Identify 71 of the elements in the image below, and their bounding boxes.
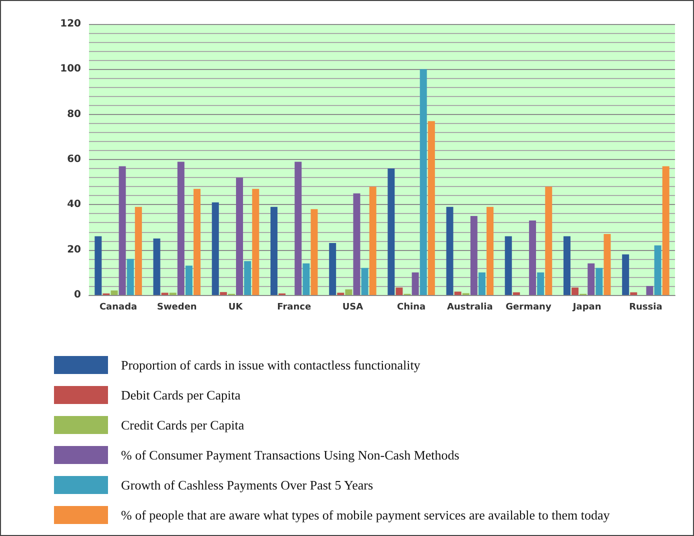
y-tick-label: 100 [60, 64, 82, 75]
legend-label: Proportion of cards in issue with contactless functionality [121, 358, 421, 372]
legend-label: % of people that are aware what types of mobile payment services are available to them today [121, 508, 610, 522]
bar [212, 202, 219, 295]
bar [236, 178, 244, 295]
bar [572, 288, 579, 295]
x-tick-label: UK [228, 302, 244, 312]
bar [396, 288, 403, 295]
bar [270, 206, 278, 295]
bar [512, 292, 520, 295]
legend-label: Growth of Cashless Payments Over Past 5 Years [121, 478, 374, 492]
bar [118, 166, 126, 295]
bar [302, 263, 310, 295]
bar [185, 266, 192, 295]
bar [353, 193, 360, 295]
y-tick-label: 80 [67, 108, 82, 120]
bar [545, 186, 552, 295]
bar [622, 254, 630, 295]
x-tick-label: USA [342, 302, 364, 312]
bar [630, 292, 638, 295]
bar [220, 292, 227, 295]
bar [428, 121, 435, 295]
bar [388, 168, 395, 295]
bar [454, 292, 462, 295]
bar [369, 186, 376, 295]
bar [310, 209, 318, 295]
bar [446, 206, 454, 295]
bar [94, 236, 102, 295]
bar [110, 290, 118, 295]
bar [134, 206, 142, 295]
bar [654, 245, 662, 295]
bar [361, 268, 368, 295]
bar [529, 220, 536, 295]
y-tick-label: 20 [67, 244, 82, 256]
y-tick-label: 120 [60, 18, 82, 30]
y-tick-label: 60 [67, 154, 82, 165]
x-tick-label: Canada [99, 302, 138, 312]
bar [345, 289, 352, 295]
x-tick-label: Australia [447, 302, 493, 312]
bar [126, 258, 134, 295]
bar [194, 188, 201, 295]
bar [177, 162, 184, 295]
x-tick-label: Japan [572, 302, 602, 312]
bar [244, 261, 252, 295]
bar [329, 243, 336, 295]
bar [662, 166, 670, 295]
bar [294, 162, 302, 295]
legend-label: Debit Cards per Capita [121, 388, 241, 402]
bar [478, 272, 486, 295]
bar [604, 234, 611, 295]
x-tick-label: France [277, 302, 312, 312]
x-tick-label: Germany [506, 302, 552, 312]
bar [486, 206, 494, 295]
y-tick-label: 40 [67, 199, 82, 210]
bar [537, 272, 544, 295]
bar [420, 69, 427, 295]
x-tick-label: Sweden [156, 302, 197, 312]
bar [563, 236, 570, 295]
y-tick-label: 0 [74, 290, 82, 300]
bar [504, 236, 512, 295]
bar [470, 216, 478, 295]
bar [588, 263, 595, 295]
bar [596, 268, 603, 295]
legend-label: Credit Cards per Capita [121, 418, 244, 432]
x-tick-label: Russia [629, 302, 662, 312]
bar [646, 286, 654, 295]
bar [153, 238, 160, 295]
x-tick-label: China [397, 302, 426, 312]
bar [252, 188, 260, 295]
bar [412, 272, 419, 295]
legend-label: % of Consumer Payment Transactions Using Non-Cash Methods [121, 448, 460, 462]
